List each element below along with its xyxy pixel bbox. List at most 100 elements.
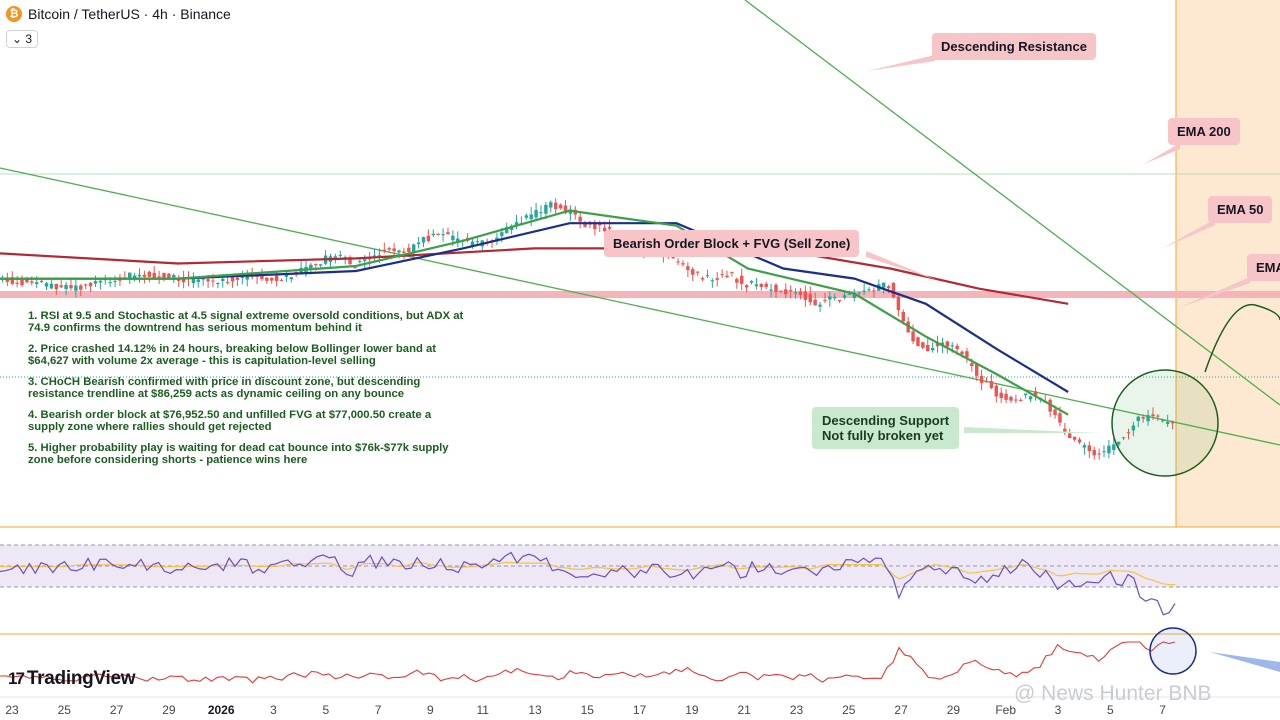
candle [695, 271, 700, 276]
x-tick-label: 7 [374, 703, 382, 717]
candle-body [314, 263, 318, 265]
candle-body [691, 269, 695, 275]
candle-body [764, 283, 768, 287]
descending-support-label: Descending Support Not fully broken yet [812, 407, 960, 449]
indicator-count: 3 [25, 32, 33, 46]
candle-body [377, 254, 382, 256]
candle [774, 282, 778, 299]
candle [999, 387, 1003, 403]
candle [299, 261, 303, 274]
ema50-label: EMA 50 [1208, 196, 1273, 223]
candle-body [720, 274, 724, 276]
symbol-title[interactable]: Bitcoin / TetherUS · 4h · Binance [28, 6, 231, 22]
candle [1151, 407, 1155, 420]
candle-body [387, 248, 391, 250]
candle [1165, 414, 1170, 427]
candle-body [1087, 445, 1092, 452]
candle-body [529, 214, 533, 220]
candle [480, 239, 484, 251]
candle [803, 285, 808, 307]
candle [754, 277, 759, 290]
candle [1107, 440, 1111, 459]
tradingview-logo[interactable]: 17 TradingView [8, 668, 136, 690]
candle [837, 299, 842, 304]
x-tick-label: 3 [1054, 703, 1062, 717]
candle-body [382, 249, 387, 252]
candle [700, 276, 705, 282]
time-axis[interactable]: 23 25 27 29 2026 3 5 7 9 11 13 15 17 19 21 23 25 27 29 Feb 3… [0, 700, 1280, 720]
candle [103, 275, 107, 285]
candle [514, 215, 519, 230]
candle-body [779, 290, 783, 292]
candle-body [402, 251, 406, 253]
x-tick-label: 29 [162, 703, 176, 717]
candle [979, 369, 984, 391]
descending-support-line [0, 167, 1280, 446]
candle [431, 229, 435, 238]
candle-body [823, 300, 827, 302]
candle-body [1116, 441, 1121, 445]
candle-body [676, 261, 680, 263]
candle-body [769, 289, 773, 291]
candle-body [206, 279, 210, 282]
projection-arc [1204, 304, 1280, 373]
candle [426, 229, 431, 243]
candle-body [891, 282, 896, 298]
candle [730, 271, 734, 277]
candle-body [35, 282, 39, 285]
candle-body [798, 291, 803, 296]
candle [162, 272, 166, 282]
candle [147, 270, 152, 283]
candle-body [1107, 445, 1111, 454]
chart-header[interactable]: ₿ Bitcoin / TetherUS · 4h · Binance [6, 6, 231, 22]
x-tick-label: 7 [1159, 703, 1166, 717]
watermark: @ News Hunter BNB [1014, 682, 1212, 705]
candle [1019, 398, 1023, 402]
x-tick-label: 29 [946, 703, 961, 717]
note-5: 5. Higher probability play is waiting fo… [28, 442, 449, 466]
candle-body [1161, 420, 1165, 422]
candle-body [475, 241, 480, 243]
chevron-down-icon: ⌄ [12, 32, 23, 46]
rsi-ma-line [0, 561, 1175, 586]
candle [176, 275, 181, 287]
candle [1156, 413, 1160, 421]
candle [842, 291, 847, 300]
x-tick-label: 25 [842, 703, 856, 717]
bitcoin-icon: ₿ [6, 6, 22, 22]
candle [79, 284, 83, 297]
collapse-indicators-button[interactable]: ⌄ 3 [6, 30, 39, 48]
candle-body [309, 264, 313, 270]
candle-body [1156, 415, 1160, 417]
candle [989, 374, 994, 390]
candle [372, 248, 377, 262]
candle-body [20, 279, 24, 286]
candle-body [994, 385, 999, 397]
candle [230, 276, 235, 288]
candle [877, 279, 881, 291]
candle [558, 203, 563, 210]
candle-body [147, 271, 152, 277]
candle [456, 231, 460, 248]
candle-body [842, 295, 847, 298]
adx-circle [1149, 627, 1197, 675]
candle-body [705, 275, 710, 277]
ema-label-cut: EMA [1247, 254, 1280, 281]
candle-body [407, 247, 411, 252]
candle [798, 287, 803, 300]
x-tick-label: 9 [427, 703, 434, 717]
candle-body [749, 280, 754, 283]
candle [808, 286, 812, 306]
candle [965, 347, 969, 363]
candle-body [1112, 444, 1116, 450]
candle-body [975, 363, 979, 376]
candle-body [421, 237, 426, 243]
candle-body [353, 266, 357, 268]
candle-body [176, 278, 181, 281]
candle [764, 281, 768, 290]
candle [921, 341, 925, 350]
candle-body [211, 280, 215, 282]
candle [446, 227, 450, 235]
candle [1009, 395, 1013, 404]
candle-body [279, 280, 284, 282]
